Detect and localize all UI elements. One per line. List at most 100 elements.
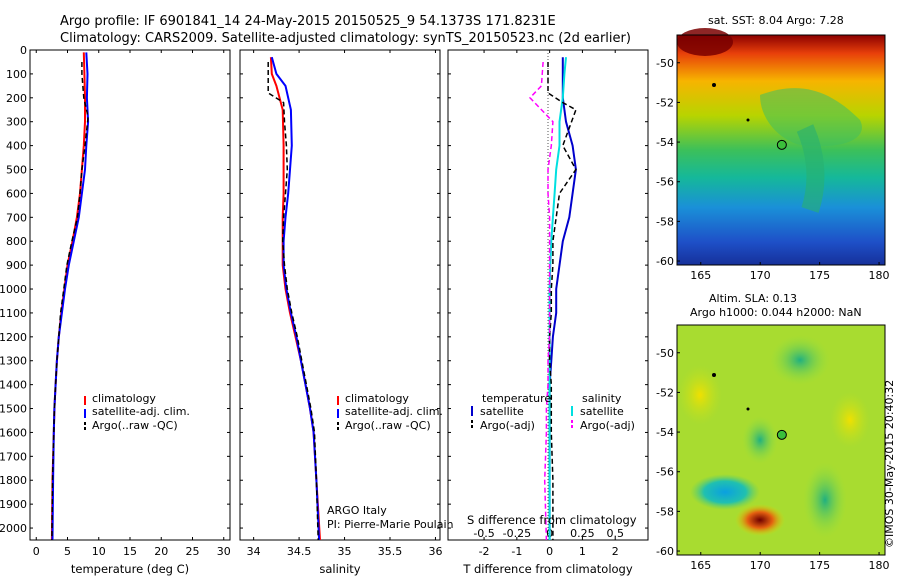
lon-tick-label: 170 [750, 559, 771, 572]
sla-positive-eddy [830, 392, 870, 448]
lat-tick-label: -54 [656, 426, 674, 439]
lat-tick-label: -60 [656, 255, 674, 268]
x-tick-label: 35 [338, 545, 352, 558]
lat-tick-label: -50 [656, 57, 674, 70]
sst-map-frame [676, 34, 886, 266]
legend-climatology-label: climatology [345, 392, 409, 405]
series-line-salinity-argo-adj- [529, 61, 554, 541]
x-tick-label: 20 [154, 545, 168, 558]
x-tick-label: 0 [33, 545, 40, 558]
x-tick-label: 25 [186, 545, 200, 558]
lon-tick-label: 165 [690, 269, 711, 282]
lat-tick-label: -52 [656, 386, 674, 399]
lon-tick-label: 175 [809, 269, 830, 282]
sla-map: Altim. SLA: 0.13 Argo h1000: 0.044 h2000… [656, 292, 890, 572]
x-tick-label: 35.5 [378, 545, 403, 558]
sst-map: sat. SST: 8.04 Argo: 7.28 -50-52-54-56-5… [656, 14, 890, 282]
lat-tick-label: -60 [656, 545, 674, 558]
sst-lat-axis: -50 -52 -54 -56 -58 -60 [656, 57, 680, 268]
y-tick-label: 500 [6, 164, 27, 177]
s-tick-label: 0.25 [570, 527, 595, 540]
legend-s-satellite-label: satellite [580, 405, 624, 418]
header-line-2: Climatology: CARS2009. Satellite-adjuste… [60, 31, 631, 46]
x-tick-label: 34.5 [287, 545, 312, 558]
sla-island-marker [712, 373, 716, 377]
sst-island-marker [746, 118, 750, 122]
y-tick-label: 1500 [0, 403, 27, 416]
series-line-satellite-adj-clim- [270, 56, 321, 541]
y-tick-label: 1300 [0, 355, 27, 368]
sst-argo-float-marker [776, 139, 787, 150]
sst-map-title: sat. SST: 8.04 Argo: 7.28 [708, 14, 844, 27]
x-tick-label: -1 [511, 545, 522, 558]
sla-argo-float-marker [776, 429, 787, 440]
y-tick-label: 800 [6, 235, 27, 248]
s-tick-label: -0.5 [473, 527, 494, 540]
y-tick-label: 1800 [0, 474, 27, 487]
sla-negative-eddy [770, 335, 830, 385]
sla-lat-axis: -50 -52 -54 -56 -58 -60 [656, 347, 680, 558]
x-axis-label: salinity [319, 562, 360, 576]
legend-satellite-adj-label: satellite-adj. clim. [92, 405, 190, 418]
legend-s-argo-label: Argo(-adj) [580, 419, 635, 432]
legend-t-satellite-label: satellite [480, 405, 524, 418]
x-tick-label: 2 [612, 545, 619, 558]
series-line-argo-raw-qc- [267, 62, 319, 541]
legend-argo-label: Argo(..raw -QC) [92, 419, 178, 432]
y-tick-label: 1400 [0, 379, 27, 392]
y-tick-label: 400 [6, 140, 27, 153]
difference-plot-frame [447, 49, 649, 541]
lon-tick-label: 170 [750, 269, 771, 282]
sst-lon-axis: 165 170 175 180 [690, 262, 890, 282]
sst-front [796, 124, 825, 213]
x-tick-label: 5 [64, 545, 71, 558]
y-tick-label: 900 [6, 259, 27, 272]
legend-climatology-label: climatology [92, 392, 156, 405]
s-tick-label: 0.5 [606, 527, 624, 540]
x-axis-label: T difference from climatology [462, 562, 633, 576]
temperature-plot-frame [29, 49, 231, 541]
y-tick-label: 1700 [0, 450, 27, 463]
y-tick-label: 1900 [0, 498, 27, 511]
difference-legend: temperature salinity satellite satellite… [471, 392, 635, 432]
lat-tick-label: -56 [656, 466, 674, 479]
sst-warm-patch [677, 28, 733, 56]
lat-tick-label: -58 [656, 505, 674, 518]
s-tick-label: -0.25 [503, 527, 531, 540]
lon-tick-label: 165 [690, 559, 711, 572]
sla-negative-eddy [803, 462, 847, 538]
lat-tick-label: -52 [656, 96, 674, 109]
sla-positive-eddy [678, 365, 722, 425]
s-difference-axis-label: S difference from climatology [467, 513, 637, 527]
salinity-legend: climatology satellite-adj. clim. Argo(..… [337, 392, 443, 432]
lon-tick-label: 180 [869, 269, 890, 282]
imos-credit: ©IMOS 30-May-2015 20:40:32 [883, 380, 896, 548]
sla-island-marker [746, 407, 750, 411]
salinity-plot-frame [239, 49, 441, 541]
x-tick-label: 1 [579, 545, 586, 558]
legend-t-argo-label: Argo(-adj) [480, 419, 535, 432]
x-tick-label: 30 [217, 545, 231, 558]
x-axis-label: temperature (deg C) [71, 562, 189, 576]
sla-map-frame [676, 324, 886, 556]
y-tick-label: 100 [6, 68, 27, 81]
pi-credit: PI: Pierre-Marie Poulain [327, 518, 454, 531]
y-tick-label: 2000 [0, 522, 27, 535]
lat-tick-label: -50 [656, 347, 674, 360]
x-tick-label: 36 [428, 545, 442, 558]
y-tick-label: 1200 [0, 331, 27, 344]
y-tick-label: 1100 [0, 307, 27, 320]
y-tick-label: 600 [6, 187, 27, 200]
x-tick-label: 10 [92, 545, 106, 558]
lat-tick-label: -54 [656, 136, 674, 149]
sst-cold-tongue [760, 88, 862, 147]
legend-salinity-heading: salinity [582, 392, 622, 405]
legend-argo-label: Argo(..raw -QC) [345, 419, 431, 432]
x-tick-label: 15 [123, 545, 137, 558]
sla-map-title-2: Argo h1000: 0.044 h2000: NaN [690, 306, 862, 319]
lon-tick-label: 175 [809, 559, 830, 572]
y-tick-label: 700 [6, 211, 27, 224]
y-tick-label: 300 [6, 116, 27, 129]
argo-italy-credit: ARGO Italy [327, 504, 387, 517]
